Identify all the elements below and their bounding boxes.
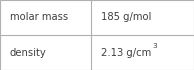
Text: 3: 3	[153, 43, 157, 49]
Text: 185 g/mol: 185 g/mol	[101, 13, 151, 22]
Text: density: density	[10, 48, 46, 57]
Text: molar mass: molar mass	[10, 13, 68, 22]
Text: 2.13 g/cm: 2.13 g/cm	[101, 48, 151, 57]
